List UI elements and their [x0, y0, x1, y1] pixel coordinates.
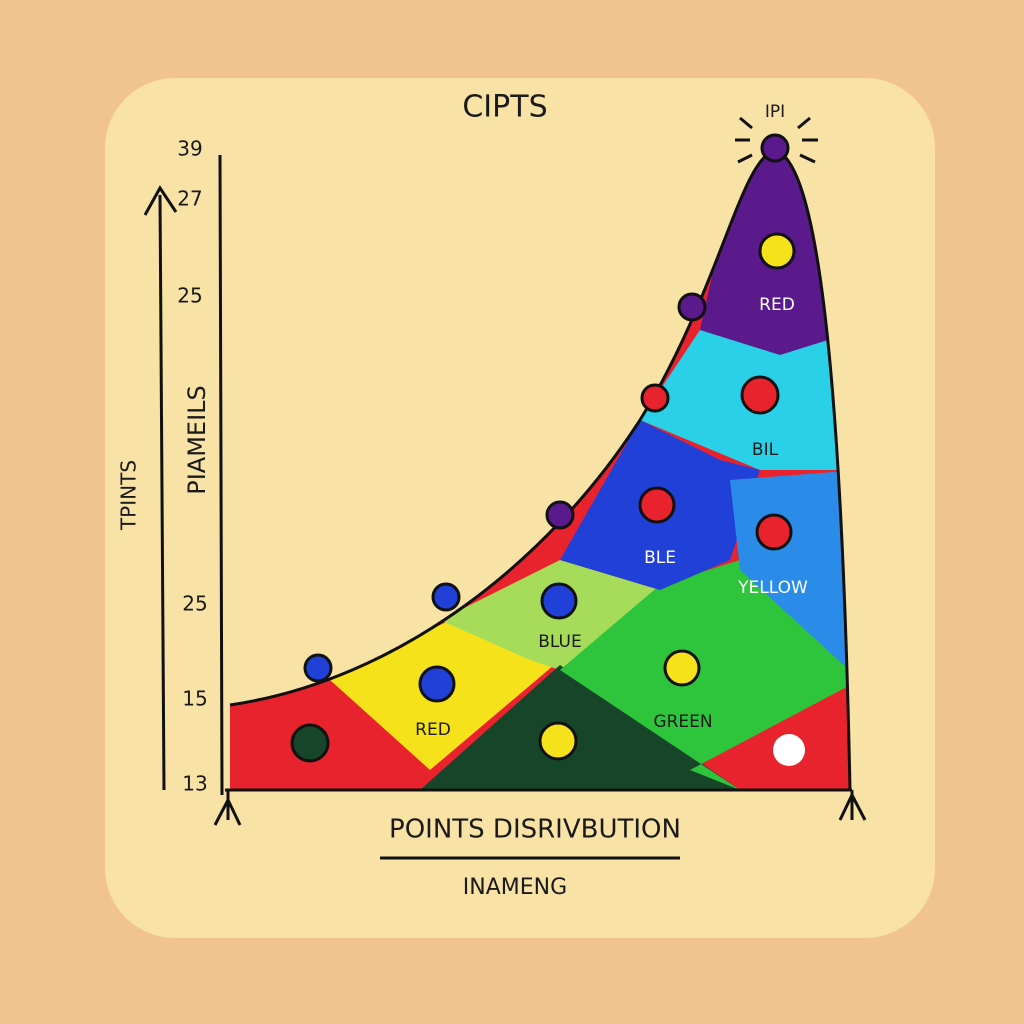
curve-dot — [431, 582, 461, 612]
region-label: RED — [759, 295, 795, 315]
title: CIPTS — [462, 90, 547, 125]
curve-dot — [640, 383, 670, 413]
y-tick-label: 39 — [177, 137, 202, 161]
y-tick-label: 13 — [182, 772, 207, 796]
region — [560, 560, 850, 790]
dot — [538, 721, 578, 761]
dot — [755, 513, 793, 551]
y-tick-label: 25 — [177, 284, 202, 308]
curve — [229, 148, 852, 791]
curve-dot — [677, 292, 707, 322]
y-axis-title: PIAMEILS — [183, 385, 211, 495]
dot — [773, 734, 805, 766]
dot — [740, 375, 780, 415]
region-label: BIL — [752, 440, 779, 460]
region-label: YELLOW — [737, 578, 808, 598]
y-tick-label: 25 — [182, 592, 207, 616]
dot — [418, 665, 456, 703]
peak-label: IPI — [765, 102, 785, 122]
y-tick-label: 27 — [177, 187, 202, 211]
y-tick-label: 15 — [182, 687, 207, 711]
region-label: GREEN — [653, 712, 712, 732]
dot — [540, 582, 578, 620]
axes — [143, 154, 867, 860]
dot — [758, 232, 796, 270]
y-axis-title: TPINTS — [117, 460, 141, 531]
peak-dot — [760, 133, 790, 163]
dot — [663, 649, 701, 687]
curve-dot — [545, 500, 575, 530]
region-label: RED — [415, 720, 451, 740]
curve-dot — [303, 653, 333, 683]
x-axis-title: POINTS DISRIVBUTION — [389, 815, 681, 845]
dot — [290, 723, 330, 763]
region — [420, 665, 740, 790]
x-axis-subtitle: INAMENG — [463, 875, 567, 900]
dot — [638, 486, 676, 524]
dots — [290, 133, 805, 766]
sparkles — [735, 116, 818, 164]
region-label: BLE — [644, 548, 676, 568]
region-label: BLUE — [538, 632, 581, 652]
